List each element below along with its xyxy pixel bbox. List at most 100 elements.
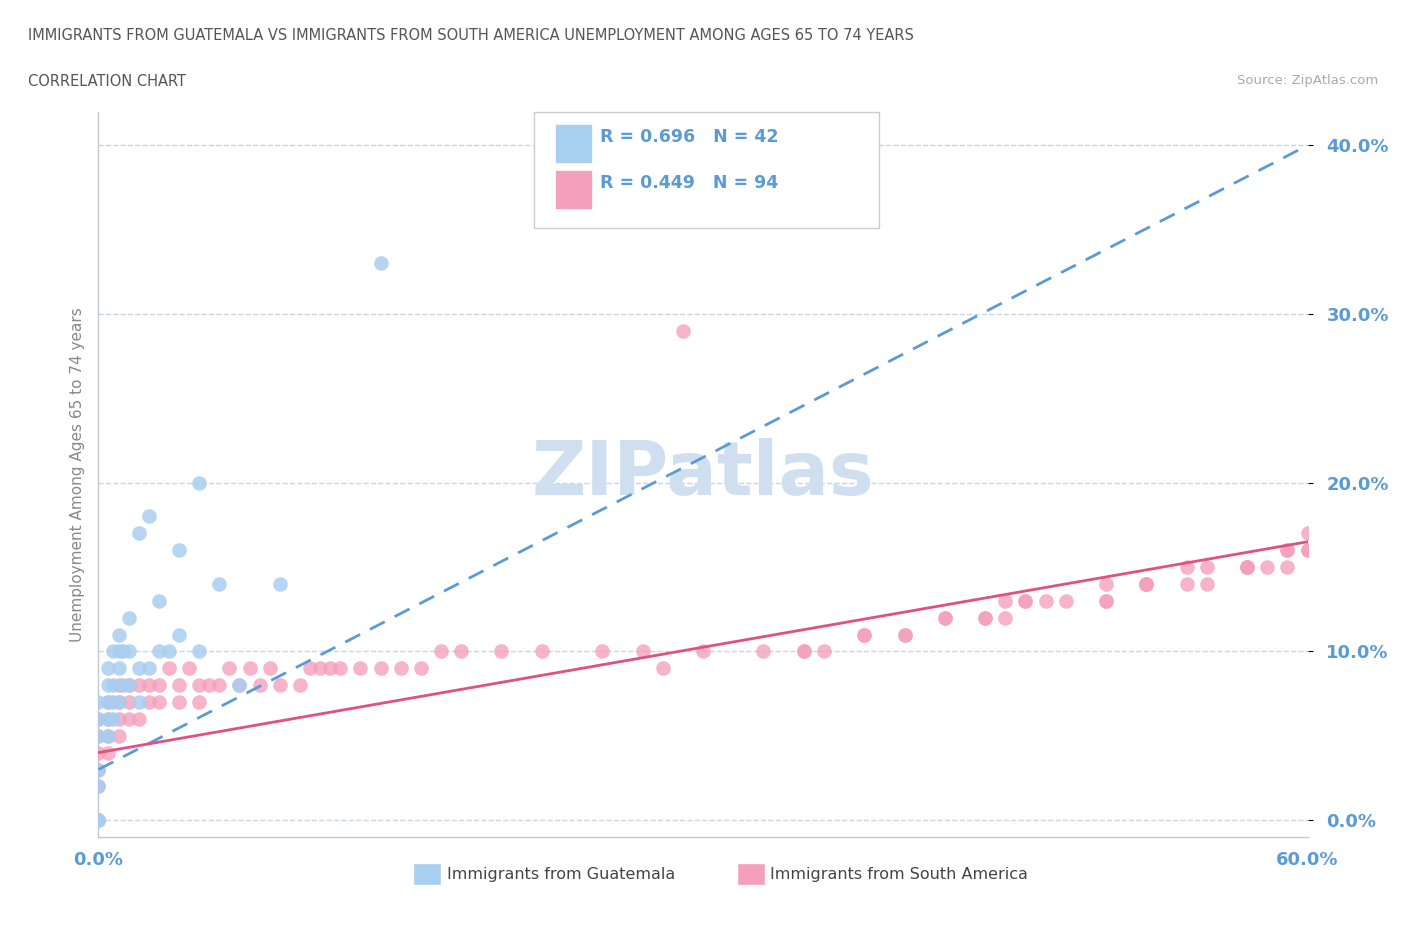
Point — [934, 610, 956, 625]
Point — [167, 543, 190, 558]
Point — [101, 644, 124, 658]
Point — [198, 678, 221, 693]
Point — [87, 762, 110, 777]
Point — [1095, 577, 1118, 591]
Text: 0.0%: 0.0% — [73, 851, 124, 869]
Point — [188, 695, 211, 710]
Point — [107, 644, 129, 658]
Point — [1236, 560, 1258, 575]
Point — [167, 627, 190, 642]
Text: Immigrants from South America: Immigrants from South America — [770, 867, 1028, 882]
Point — [974, 610, 997, 625]
Text: ZIPatlas: ZIPatlas — [531, 438, 875, 511]
Point — [111, 678, 134, 693]
Point — [1135, 577, 1157, 591]
Point — [974, 610, 997, 625]
Point — [349, 661, 371, 676]
Point — [118, 695, 141, 710]
Point — [651, 661, 673, 676]
Point — [370, 661, 392, 676]
Point — [1296, 525, 1319, 540]
Point — [1035, 593, 1057, 608]
Point — [101, 695, 124, 710]
Point — [1095, 593, 1118, 608]
Point — [107, 695, 129, 710]
Point — [1195, 577, 1218, 591]
Point — [97, 661, 120, 676]
Point — [128, 678, 150, 693]
Point — [107, 678, 129, 693]
Point — [591, 644, 613, 658]
Point — [107, 627, 129, 642]
Point — [853, 627, 876, 642]
Point — [138, 661, 160, 676]
Point — [128, 711, 150, 726]
Point — [1175, 577, 1198, 591]
Point — [450, 644, 472, 658]
Point — [491, 644, 513, 658]
Text: R = 0.449   N = 94: R = 0.449 N = 94 — [600, 174, 779, 193]
Point — [994, 593, 1017, 608]
Point — [1195, 560, 1218, 575]
Point — [813, 644, 835, 658]
Point — [249, 678, 271, 693]
Point — [1277, 543, 1299, 558]
Text: Source: ZipAtlas.com: Source: ZipAtlas.com — [1237, 74, 1378, 87]
Point — [309, 661, 332, 676]
Point — [128, 695, 150, 710]
Point — [87, 695, 110, 710]
Point — [87, 762, 110, 777]
Point — [389, 661, 412, 676]
Point — [138, 509, 160, 524]
Point — [128, 525, 150, 540]
Point — [188, 644, 211, 658]
Point — [107, 661, 129, 676]
Point — [188, 678, 211, 693]
Point — [148, 678, 170, 693]
Point — [1014, 593, 1036, 608]
Point — [530, 644, 553, 658]
Point — [329, 661, 352, 676]
Point — [793, 644, 815, 658]
Point — [87, 813, 110, 828]
Point — [157, 644, 180, 658]
Point — [87, 728, 110, 743]
Point — [1277, 560, 1299, 575]
Point — [87, 813, 110, 828]
Point — [994, 610, 1017, 625]
Point — [1054, 593, 1077, 608]
Point — [157, 661, 180, 676]
Point — [107, 695, 129, 710]
Point — [118, 610, 141, 625]
Point — [793, 644, 815, 658]
Text: Immigrants from Guatemala: Immigrants from Guatemala — [447, 867, 675, 882]
Point — [107, 711, 129, 726]
Point — [107, 728, 129, 743]
Point — [228, 678, 250, 693]
Text: R = 0.696   N = 42: R = 0.696 N = 42 — [600, 127, 779, 146]
Point — [1296, 543, 1319, 558]
Point — [934, 610, 956, 625]
Point — [87, 728, 110, 743]
Y-axis label: Unemployment Among Ages 65 to 74 years: Unemployment Among Ages 65 to 74 years — [69, 307, 84, 642]
Point — [299, 661, 322, 676]
Point — [692, 644, 714, 658]
Point — [97, 728, 120, 743]
Point — [288, 678, 311, 693]
Point — [893, 627, 915, 642]
Point — [1014, 593, 1036, 608]
Point — [1236, 560, 1258, 575]
Point — [167, 695, 190, 710]
Text: IMMIGRANTS FROM GUATEMALA VS IMMIGRANTS FROM SOUTH AMERICA UNEMPLOYMENT AMONG AG: IMMIGRANTS FROM GUATEMALA VS IMMIGRANTS … — [28, 28, 914, 43]
Point — [409, 661, 432, 676]
Point — [269, 678, 291, 693]
Point — [118, 678, 141, 693]
Point — [97, 695, 120, 710]
Point — [97, 711, 120, 726]
Point — [148, 644, 170, 658]
Point — [101, 711, 124, 726]
Point — [853, 627, 876, 642]
Point — [138, 695, 160, 710]
Point — [1135, 577, 1157, 591]
Point — [208, 577, 231, 591]
